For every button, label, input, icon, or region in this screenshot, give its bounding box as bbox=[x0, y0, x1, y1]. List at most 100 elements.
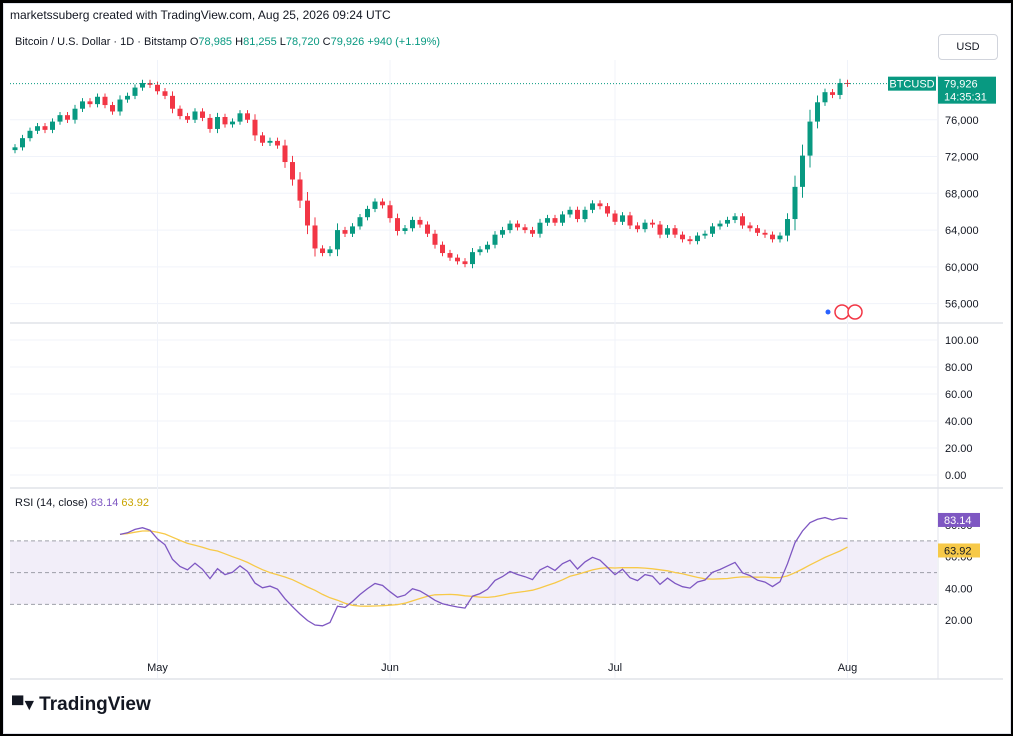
rsi-value: 83.14 bbox=[90, 497, 119, 509]
candle-body bbox=[305, 200, 310, 226]
candle-body bbox=[27, 130, 33, 139]
candle-body bbox=[350, 226, 355, 234]
candle-body bbox=[567, 209, 573, 215]
candle-body bbox=[215, 116, 220, 129]
candle-body bbox=[417, 219, 423, 225]
candle-body bbox=[627, 215, 633, 226]
candle-body bbox=[12, 147, 18, 151]
rsi-tick-label: 20.00 bbox=[945, 615, 973, 627]
candle-body bbox=[500, 230, 505, 235]
candle-body bbox=[245, 113, 250, 120]
rsi-ma-value: 63.92 bbox=[121, 497, 149, 509]
event-flag-icon bbox=[847, 304, 863, 320]
pane-tick-label: 100.00 bbox=[945, 335, 979, 347]
candle-body bbox=[695, 235, 700, 242]
candle-body bbox=[147, 82, 153, 85]
candle-body bbox=[552, 218, 558, 223]
candle-body bbox=[42, 126, 48, 130]
candle-body bbox=[110, 105, 115, 112]
candle-body bbox=[612, 213, 618, 222]
pane-tick-label: 60.00 bbox=[945, 389, 973, 401]
price-tag-countdown: 14:35:31 bbox=[944, 92, 987, 104]
candle-body bbox=[230, 121, 235, 125]
candle-body bbox=[665, 228, 670, 235]
candle-body bbox=[80, 101, 85, 109]
pane-tick-label: 80.00 bbox=[945, 362, 973, 374]
candle-body bbox=[477, 249, 483, 253]
rsi-label[interactable]: RSI (14, close) bbox=[15, 497, 88, 509]
candle-body bbox=[297, 179, 303, 201]
candle-body bbox=[237, 113, 243, 122]
candle-body bbox=[462, 261, 468, 265]
currency-button[interactable]: USD bbox=[938, 34, 998, 60]
candle-body bbox=[740, 216, 745, 226]
candle-body bbox=[380, 201, 385, 206]
pane-tick-label: 20.00 bbox=[945, 443, 973, 455]
candle-body bbox=[725, 219, 730, 224]
chart-grid bbox=[10, 60, 1003, 680]
low-label: L bbox=[279, 36, 286, 48]
candle-body bbox=[672, 228, 678, 235]
symbol-tag-bg bbox=[888, 76, 936, 91]
logo-text: TradingView bbox=[39, 694, 151, 715]
low-value: 78,720 bbox=[285, 36, 320, 48]
candle-body bbox=[687, 239, 693, 242]
pane-tick-label: 0.00 bbox=[945, 470, 966, 482]
candle-body bbox=[770, 234, 775, 240]
candle-body bbox=[320, 248, 325, 254]
chart-axes: 76,000 72,000 68,000 64,000 60,000 56,000 May J… bbox=[147, 115, 979, 674]
candle-body bbox=[402, 228, 408, 231]
candlestick-series bbox=[10, 78, 937, 269]
rsi-series bbox=[119, 516, 848, 627]
candle-body bbox=[837, 82, 843, 95]
candle-body bbox=[72, 108, 78, 120]
candle-body bbox=[57, 115, 63, 122]
candle-body bbox=[620, 215, 625, 222]
candle-body bbox=[785, 219, 790, 236]
rsi-line bbox=[119, 516, 848, 627]
candle-body bbox=[395, 218, 400, 231]
rsi-tick-label: 40.00 bbox=[945, 583, 973, 595]
candle-body bbox=[155, 84, 160, 92]
candle-body bbox=[125, 95, 130, 100]
candle-body bbox=[365, 208, 370, 218]
price-tick-label: 60,000 bbox=[945, 262, 979, 274]
pane-tick-label: 40.00 bbox=[945, 416, 973, 428]
candle-body bbox=[605, 206, 610, 214]
candle-body bbox=[537, 222, 543, 234]
event-flag-icon bbox=[834, 304, 850, 320]
candle-body bbox=[755, 228, 760, 233]
candle-body bbox=[432, 233, 438, 245]
candle-body bbox=[492, 234, 498, 245]
candle-body bbox=[702, 233, 708, 236]
candle-body bbox=[650, 222, 655, 225]
rsi-tag-value: 83.14 bbox=[944, 515, 972, 527]
candle-body bbox=[117, 99, 123, 112]
symbol-tag: BTCUSD bbox=[889, 79, 934, 91]
candle-body bbox=[275, 140, 280, 146]
candle-body bbox=[35, 126, 40, 131]
candle-body bbox=[657, 224, 663, 235]
candle-body bbox=[260, 135, 265, 143]
candle-body bbox=[530, 230, 535, 234]
symbol-name[interactable]: Bitcoin / U.S. Dollar · 1D · Bitstamp bbox=[15, 36, 187, 48]
candle-body bbox=[447, 253, 453, 258]
change-value: +940 (+1.19%) bbox=[367, 36, 441, 48]
rsi-ma-line bbox=[119, 530, 848, 607]
candle-body bbox=[560, 214, 565, 223]
candle-body bbox=[252, 119, 258, 136]
candle-body bbox=[95, 96, 100, 105]
price-tag-bg bbox=[938, 76, 996, 104]
candle-body bbox=[185, 116, 190, 120]
candle-body bbox=[140, 82, 145, 88]
rsi-tag-bg bbox=[938, 512, 980, 527]
candle-body bbox=[327, 249, 333, 254]
candle-body bbox=[777, 235, 783, 240]
open-value: 78,985 bbox=[198, 36, 233, 48]
high-value: 81,255 bbox=[243, 36, 277, 48]
tradingview-logo[interactable]: ▀▼ TradingView bbox=[12, 694, 151, 716]
close-value: 79,926 bbox=[330, 36, 365, 48]
candle-body bbox=[410, 219, 415, 229]
candle-body bbox=[507, 223, 513, 231]
